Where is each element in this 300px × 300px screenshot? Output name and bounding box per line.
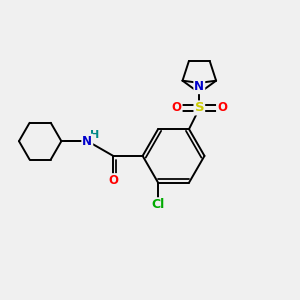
Text: O: O bbox=[172, 101, 182, 114]
Text: N: N bbox=[82, 135, 92, 148]
Text: O: O bbox=[217, 101, 227, 114]
Text: S: S bbox=[194, 101, 204, 114]
Text: H: H bbox=[90, 130, 99, 140]
Text: O: O bbox=[108, 174, 118, 187]
Text: N: N bbox=[194, 80, 204, 93]
Text: Cl: Cl bbox=[152, 198, 165, 211]
